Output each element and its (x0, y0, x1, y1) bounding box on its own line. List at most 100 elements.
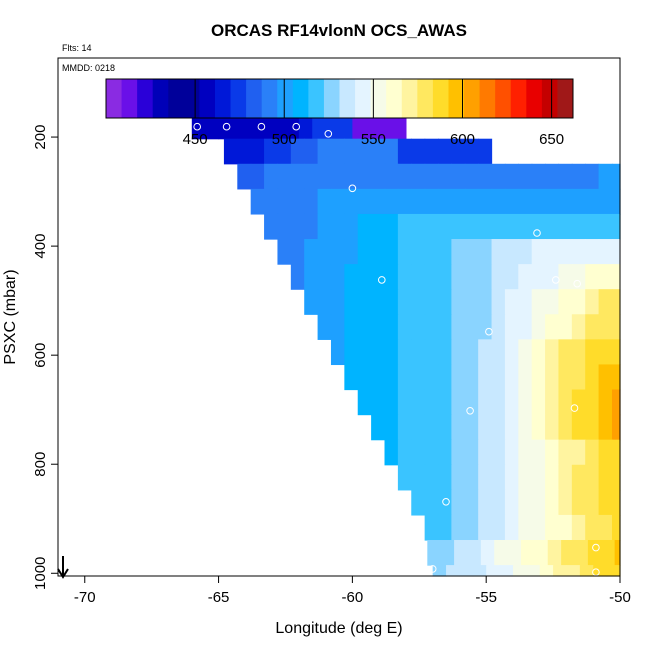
heatmap-cell (424, 239, 439, 265)
heatmap-cell (518, 514, 533, 541)
heatmap-cell (598, 264, 613, 290)
heatmap-cell (558, 489, 573, 516)
heatmap-cell (598, 213, 613, 240)
x-tick-label: -50 (609, 589, 631, 606)
heatmap-cell (277, 163, 292, 190)
heatmap-cell (258, 113, 273, 140)
heatmap-cell (504, 364, 519, 391)
heatmap-cell (571, 339, 586, 366)
colorbar-swatch (432, 79, 449, 118)
sample-point (193, 122, 201, 131)
heatmap-cell (571, 464, 586, 491)
heatmap-cell (451, 389, 466, 416)
heatmap-cell (371, 163, 386, 190)
heatmap-cell (478, 314, 493, 340)
heatmap-cell (545, 188, 560, 215)
heatmap-cell (304, 289, 319, 315)
heatmap-cell (357, 364, 372, 391)
colorbar-swatch (106, 79, 123, 118)
heatmap-cell (459, 565, 474, 577)
heatmap-cell (611, 514, 621, 541)
heatmap-cell (250, 188, 265, 215)
heatmap-cell (571, 414, 586, 441)
heatmap-cell (531, 264, 546, 290)
colorbar-swatch (464, 79, 481, 118)
heatmap-cell (598, 439, 613, 466)
heatmap-cell (504, 339, 519, 366)
heatmap-cell (585, 264, 600, 290)
heatmap-cell (494, 540, 509, 566)
heatmap-cell (558, 188, 573, 215)
heatmap-cell (571, 213, 586, 240)
heatmap-cell (539, 565, 554, 577)
heatmap-cell (464, 514, 479, 541)
plot-frame (57, 57, 621, 577)
heatmap-cell (411, 188, 426, 215)
heatmap-cell (451, 414, 466, 441)
heatmap-cell (606, 565, 621, 577)
heatmap-cell (277, 138, 292, 165)
heatmap-cell (424, 464, 439, 491)
heatmap-cell (384, 264, 399, 290)
x-tick-label: -55 (475, 589, 497, 606)
heatmap-cell (531, 364, 546, 391)
heatmap-cell (438, 464, 452, 491)
heatmap-cell (531, 163, 546, 190)
heatmap-cell (545, 339, 560, 366)
heatmap-cell (438, 339, 452, 366)
heatmap-cell (518, 213, 533, 240)
heatmap-cell (531, 464, 546, 491)
y-tick-label: 200 (32, 125, 49, 150)
heatmap-cell (518, 364, 533, 391)
heatmap-cell (464, 414, 479, 441)
heatmap-cell (384, 389, 399, 416)
colorbar-swatch (417, 79, 434, 118)
heatmap-cell (464, 339, 479, 366)
heatmap-cell (330, 339, 345, 366)
heatmap-cell (438, 489, 452, 516)
heatmap-cell (424, 264, 439, 290)
heatmap-cell (371, 364, 386, 391)
heatmap-cell (392, 113, 407, 140)
heatmap-cell (357, 239, 372, 265)
colorbar-swatch (370, 79, 387, 118)
heatmap-cell (611, 264, 621, 290)
heatmap-cell (553, 565, 568, 577)
colorbar-tick-label: 600 (450, 131, 475, 148)
sample-point (420, 570, 429, 578)
heatmap-cell (611, 188, 621, 215)
heatmap-cell (424, 364, 439, 391)
heatmap-cell (491, 289, 506, 315)
colorbar-swatch (214, 79, 232, 118)
heatmap-cell (451, 514, 466, 541)
sample-point (466, 407, 474, 415)
sample-point (428, 565, 437, 573)
heatmap-cell (566, 565, 581, 577)
sample-point (442, 498, 450, 506)
heatmap-cell (598, 464, 613, 491)
heatmap-cell (464, 314, 479, 340)
heatmap-cell (384, 339, 399, 366)
heatmap-cell (397, 364, 412, 391)
heatmap-cell (491, 239, 506, 265)
heatmap-cell (571, 439, 586, 466)
heatmap-cell (464, 264, 479, 290)
heatmap-cell (518, 314, 533, 340)
heatmap-cell (614, 540, 621, 566)
colorbar-tick-label: 500 (272, 131, 297, 148)
heatmap-cell (478, 339, 493, 366)
colorbar-swatch (401, 79, 418, 118)
heatmap-cell (344, 213, 359, 240)
heatmap-cell (357, 314, 372, 340)
heatmap-cell (237, 138, 252, 165)
heatmap-cell (585, 163, 600, 190)
heatmap-cell (478, 464, 493, 491)
heatmap-cell (611, 339, 621, 366)
colorbar-swatch (355, 79, 372, 118)
heatmap-cell (545, 213, 560, 240)
heatmap-cell (504, 264, 519, 290)
heatmap-cell (312, 113, 327, 140)
heatmap-cell (277, 213, 292, 240)
heatmap-cell (365, 113, 380, 140)
heatmap-cell (344, 289, 359, 315)
